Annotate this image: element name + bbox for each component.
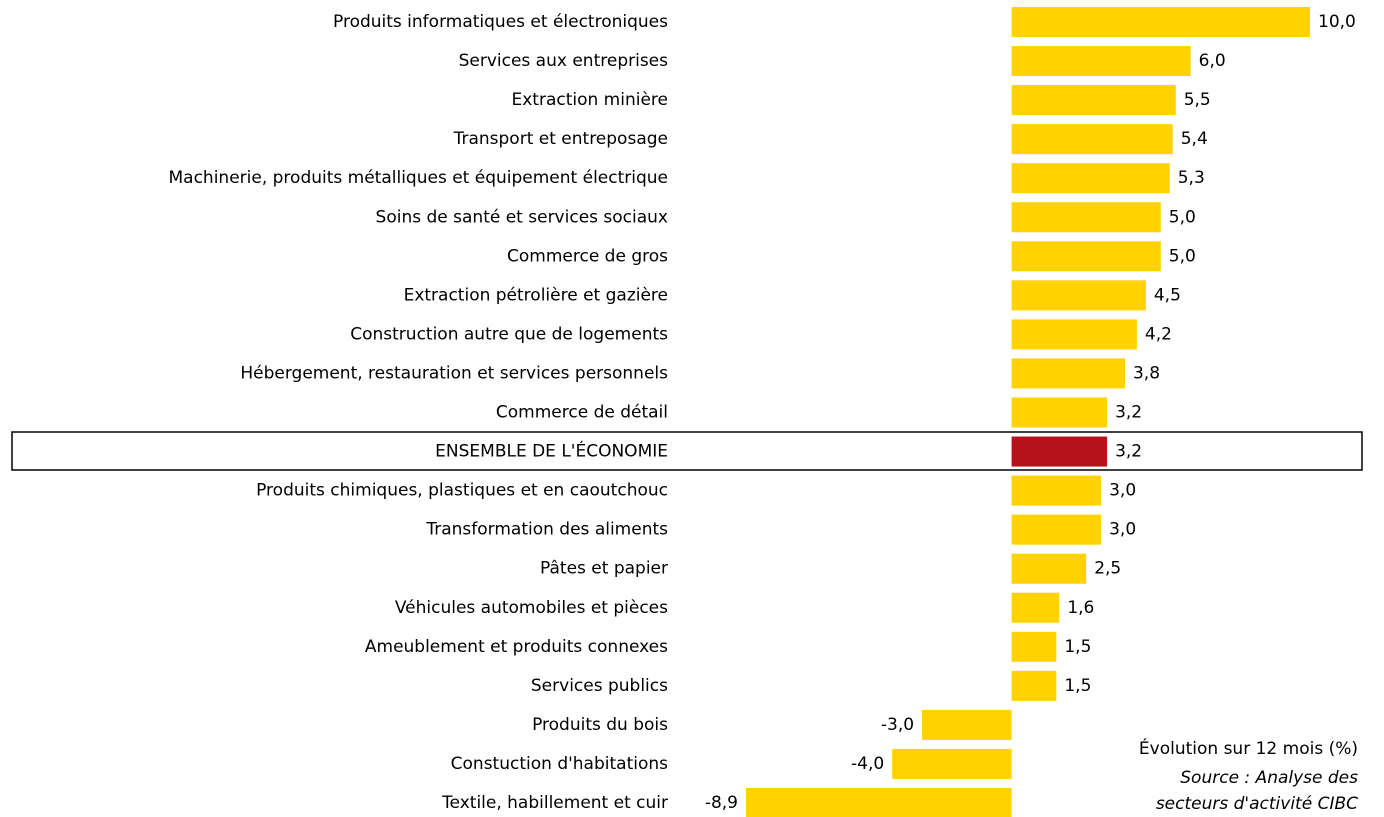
value-label: 4,5: [1154, 285, 1181, 305]
value-label: 5,3: [1178, 168, 1205, 188]
category-label: Commerce de gros: [507, 246, 668, 266]
value-label: 1,5: [1064, 637, 1091, 657]
value-label: 2,5: [1094, 559, 1121, 579]
value-label: 10,0: [1318, 12, 1356, 32]
bar: [1011, 514, 1102, 545]
category-label: Produits chimiques, plastiques et en cao…: [256, 481, 668, 501]
value-label: 6,0: [1199, 51, 1226, 71]
category-label: Produits du bois: [532, 715, 668, 735]
category-label: Commerce de détail: [496, 403, 668, 423]
bar: [1011, 46, 1191, 77]
bar: [1011, 436, 1108, 467]
bar: [1011, 280, 1146, 311]
bar: [746, 788, 1012, 817]
category-label: Extraction minière: [511, 90, 668, 110]
bar: [922, 709, 1012, 740]
value-label: -3,0: [881, 715, 914, 735]
source: Source : Analyse des: [1180, 768, 1358, 788]
bar: [892, 748, 1012, 779]
value-label: 3,0: [1109, 520, 1136, 540]
bar: [1011, 397, 1108, 428]
category-label: Services publics: [531, 676, 668, 696]
value-label: 3,2: [1115, 442, 1142, 462]
value-label: 4,2: [1145, 324, 1172, 344]
category-label: Constuction d'habitations: [451, 754, 668, 774]
category-label: Soins de santé et services sociaux: [376, 207, 668, 227]
category-label: Textile, habillement et cuir: [441, 793, 668, 813]
value-label: 3,0: [1109, 481, 1136, 501]
category-label: Pâtes et papier: [540, 559, 668, 579]
category-label: Extraction pétrolière et gazière: [404, 285, 668, 305]
category-label: Machinerie, produits métalliques et équi…: [169, 168, 669, 188]
category-label: Transformation des aliments: [425, 520, 668, 540]
bar: [1011, 163, 1170, 194]
category-label: Hébergement, restauration et services pe…: [240, 363, 668, 383]
bar: [1011, 553, 1087, 584]
value-label: 5,5: [1184, 90, 1211, 110]
value-label: -8,9: [705, 793, 738, 813]
value-label: 5,0: [1169, 246, 1196, 266]
bar: [1011, 7, 1310, 37]
source: secteurs d'activité CIBC: [1156, 794, 1358, 814]
bar: [1011, 631, 1057, 662]
bar: [1011, 592, 1060, 623]
value-label: 5,0: [1169, 207, 1196, 227]
bar: [1011, 85, 1176, 116]
value-label: -4,0: [851, 754, 884, 774]
bar: [1011, 202, 1161, 233]
value-label: 3,8: [1133, 363, 1160, 383]
category-label: Services aux entreprises: [459, 51, 669, 71]
bar: [1011, 319, 1137, 350]
annotation: Évolution sur 12 mois (%): [1139, 737, 1358, 759]
category-label: Transport et entreposage: [453, 129, 668, 149]
bar: [1011, 241, 1161, 272]
category-label: Véhicules automobiles et pièces: [395, 598, 668, 618]
category-label: Construction autre que de logements: [350, 324, 668, 344]
category-label: Ameublement et produits connexes: [365, 637, 668, 657]
bar: [1011, 475, 1102, 506]
bar: [1011, 670, 1057, 701]
value-label: 5,4: [1181, 129, 1208, 149]
bar: [1011, 124, 1173, 155]
value-label: 3,2: [1115, 403, 1142, 423]
highlight-box: [11, 431, 1363, 471]
value-label: 1,6: [1067, 598, 1094, 618]
bar: [1011, 358, 1125, 389]
category-label: ENSEMBLE DE L'ÉCONOMIE: [435, 440, 668, 462]
category-label: Produits informatiques et électroniques: [333, 12, 668, 32]
value-label: 1,5: [1064, 676, 1091, 696]
